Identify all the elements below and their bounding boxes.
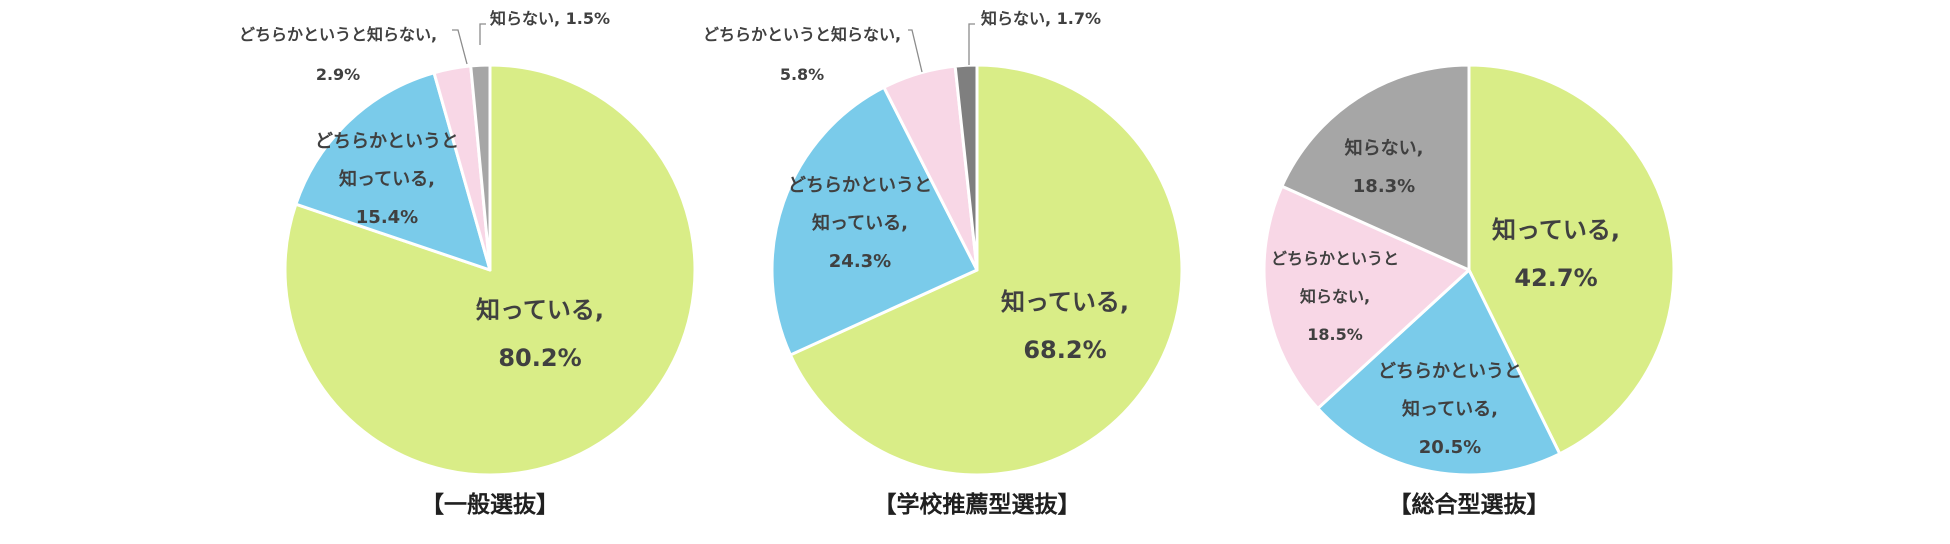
data-label-rather-not: どちらかというと知らない, — [703, 25, 901, 44]
data-label-know: 80.2% — [498, 344, 581, 372]
data-label-rather-know: 知っている, — [1402, 398, 1498, 420]
chart-title: 【学校推薦型選抜】 — [874, 491, 1081, 518]
data-label-rather-not: どちらかというと知らない, — [239, 25, 437, 44]
pie-chart-1: 知っている,80.2%どちらかというと知っている,15.4%どちらかというと知ら… — [239, 9, 697, 518]
pie-slice-not-know — [469, 63, 492, 272]
data-label-rather-know: 24.3% — [829, 251, 891, 272]
data-label-not-know: 18.3% — [1353, 176, 1415, 197]
data-label-rather-not: 知らない, — [1300, 287, 1370, 306]
chart-title: 【一般選抜】 — [421, 491, 559, 518]
data-label-rather-not: 18.5% — [1307, 325, 1363, 344]
pie-slice-not-know — [953, 63, 979, 272]
data-label-know: 知っている, — [476, 296, 604, 324]
data-label-rather-know: どちらかというと — [1378, 361, 1522, 382]
data-label-rather-know: 知っている, — [812, 212, 908, 234]
pie-chart-2: 知っている,68.2%どちらかというと知っている,24.3%どちらかというと知ら… — [703, 9, 1184, 518]
pie-slice-know — [1467, 63, 1676, 456]
pie-chart-3: 知っている,42.7%どちらかというと知っている,20.5%どちらかというと知ら… — [1262, 63, 1676, 518]
chart-title: 【総合型選抜】 — [1389, 491, 1550, 518]
data-label-not-know: 知らない, 1.7% — [981, 9, 1101, 28]
data-label-know: 知っている, — [1001, 288, 1129, 316]
data-label-rather-not: 2.9% — [316, 65, 360, 84]
data-label-know: 42.7% — [1514, 264, 1597, 292]
pie-slice-rather-know — [1316, 268, 1562, 477]
data-label-rather-not: どちらかというと — [1271, 249, 1399, 268]
leader-line-rather-not — [908, 29, 923, 73]
data-label-rather-know: どちらかというと — [788, 175, 932, 196]
data-label-not-know: 知らない, 1.5% — [490, 9, 610, 28]
data-label-rather-know: 知っている, — [339, 168, 435, 190]
leader-line-not-know — [968, 23, 975, 65]
leader-line-not-know — [479, 23, 486, 45]
data-label-rather-know: 20.5% — [1419, 437, 1481, 458]
pie-slice-rather-know — [770, 85, 979, 357]
data-label-know: 68.2% — [1023, 336, 1106, 364]
data-label-know: 知っている, — [1492, 216, 1620, 244]
pie-slice-rather-not — [1262, 184, 1471, 410]
data-label-rather-not: 5.8% — [780, 65, 824, 84]
leader-line-rather-not — [452, 29, 468, 65]
data-label-rather-know: 15.4% — [356, 207, 418, 228]
pie-slice-not-know — [1280, 63, 1471, 272]
data-label-rather-know: どちらかというと — [315, 131, 459, 152]
pie-slice-know — [788, 63, 1184, 477]
data-label-not-know: 知らない, — [1345, 137, 1424, 159]
pie-slice-rather-know — [294, 71, 492, 272]
